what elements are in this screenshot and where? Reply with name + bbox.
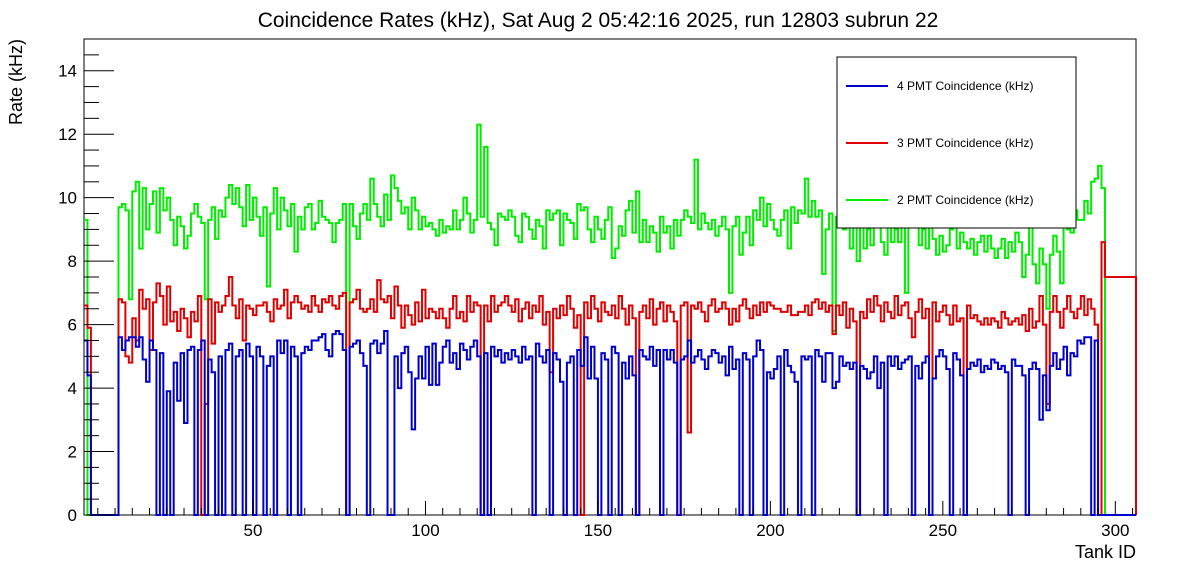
series-layer (84, 123, 1137, 516)
axes-layer: 0 2 4 6 8 10 12 14 50 100 150 200 250 300 (58, 38, 1134, 540)
x-tick-label: 50 (244, 521, 263, 540)
legend-label-2pmt: 2 PMT Coincidence (kHz) (897, 193, 1034, 207)
legend-label-3pmt: 3 PMT Coincidence (kHz) (897, 136, 1034, 150)
x-tick-label: 300 (1101, 521, 1129, 540)
y-tick-label: 12 (58, 125, 77, 144)
series-line-1 (84, 241, 1137, 516)
x-tick-label: 150 (584, 521, 612, 540)
x-tick-label: 250 (929, 521, 957, 540)
x-tick-label: 100 (411, 521, 439, 540)
legend-label-4pmt: 4 PMT Coincidence (kHz) (897, 79, 1034, 93)
y-tick-label: 0 (68, 506, 77, 525)
y-tick-label: 6 (68, 316, 77, 335)
y-tick-label: 2 (68, 443, 77, 462)
y-tick-label: 8 (68, 252, 77, 271)
y-tick-label: 14 (58, 62, 77, 81)
x-axis-label: Tank ID (1075, 542, 1136, 562)
legend: 4 PMT Coincidence (kHz) 3 PMT Coincidenc… (836, 56, 1077, 229)
y-tick-label: 10 (58, 189, 77, 208)
chart-title: Coincidence Rates (kHz), Sat Aug 2 05:42… (258, 9, 939, 32)
x-tick-label: 200 (756, 521, 784, 540)
y-axis-label: Rate (kHz) (6, 39, 26, 125)
y-tick-label: 4 (68, 379, 77, 398)
series-line-0 (84, 329, 1136, 516)
series-line-2 (84, 123, 1136, 516)
